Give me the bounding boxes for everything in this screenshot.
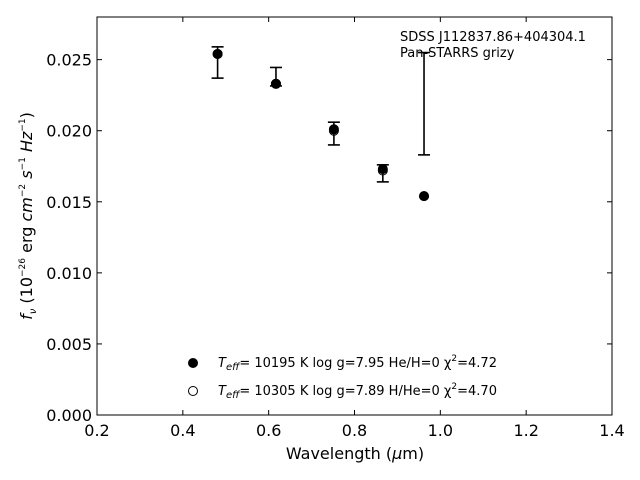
- annotation-survey: Pan-STARRS grizy: [400, 46, 515, 61]
- y-tick-label: 0.005: [46, 335, 92, 354]
- x-axis-title: Wavelength (μm): [286, 444, 424, 463]
- model-point-open: [212, 48, 223, 59]
- model-points: [212, 48, 430, 202]
- model-point-open: [377, 165, 388, 176]
- y-tick-label: 0.000: [46, 406, 92, 425]
- legend-marker-open: [188, 386, 198, 396]
- x-tick-label: 0.2: [84, 421, 109, 440]
- y-tick-label: 0.025: [46, 51, 92, 70]
- x-tick-label: 0.4: [170, 421, 195, 440]
- x-tick-label: 0.6: [256, 421, 281, 440]
- model-point-open: [270, 78, 281, 89]
- model-point-open: [419, 191, 430, 202]
- y-tick-label: 0.015: [46, 193, 92, 212]
- y-tick-label: 0.020: [46, 122, 92, 141]
- model-point-open: [328, 125, 339, 136]
- x-tick-label: 0.8: [342, 421, 367, 440]
- y-axis-ticks: 0.000 0.005 0.010 0.015 0.020 0.025: [46, 51, 612, 425]
- legend: Teff= 10195 K log g=7.95 He/H=0 χ2=4.72 …: [188, 354, 497, 401]
- x-tick-label: 1.4: [599, 421, 624, 440]
- legend-label-filled: Teff= 10195 K log g=7.95 He/H=0 χ2=4.72: [218, 354, 497, 373]
- x-tick-label: 1.2: [513, 421, 538, 440]
- y-axis-title: fν (10−26 erg cm−2 s−1 Hz−1): [17, 112, 39, 320]
- error-bars: [211, 46, 431, 183]
- y-tick-label: 0.010: [46, 264, 92, 283]
- annotation-object-name: SDSS J112837.86+404304.1: [400, 30, 586, 45]
- legend-label-open: Teff= 10305 K log g=7.89 H/He=0 χ2=4.70: [218, 382, 497, 401]
- x-tick-label: 1.0: [428, 421, 453, 440]
- legend-marker-filled: [188, 358, 198, 368]
- x-axis-ticks: 0.2 0.4 0.6 0.8 1.0 1.2 1.4: [84, 17, 625, 440]
